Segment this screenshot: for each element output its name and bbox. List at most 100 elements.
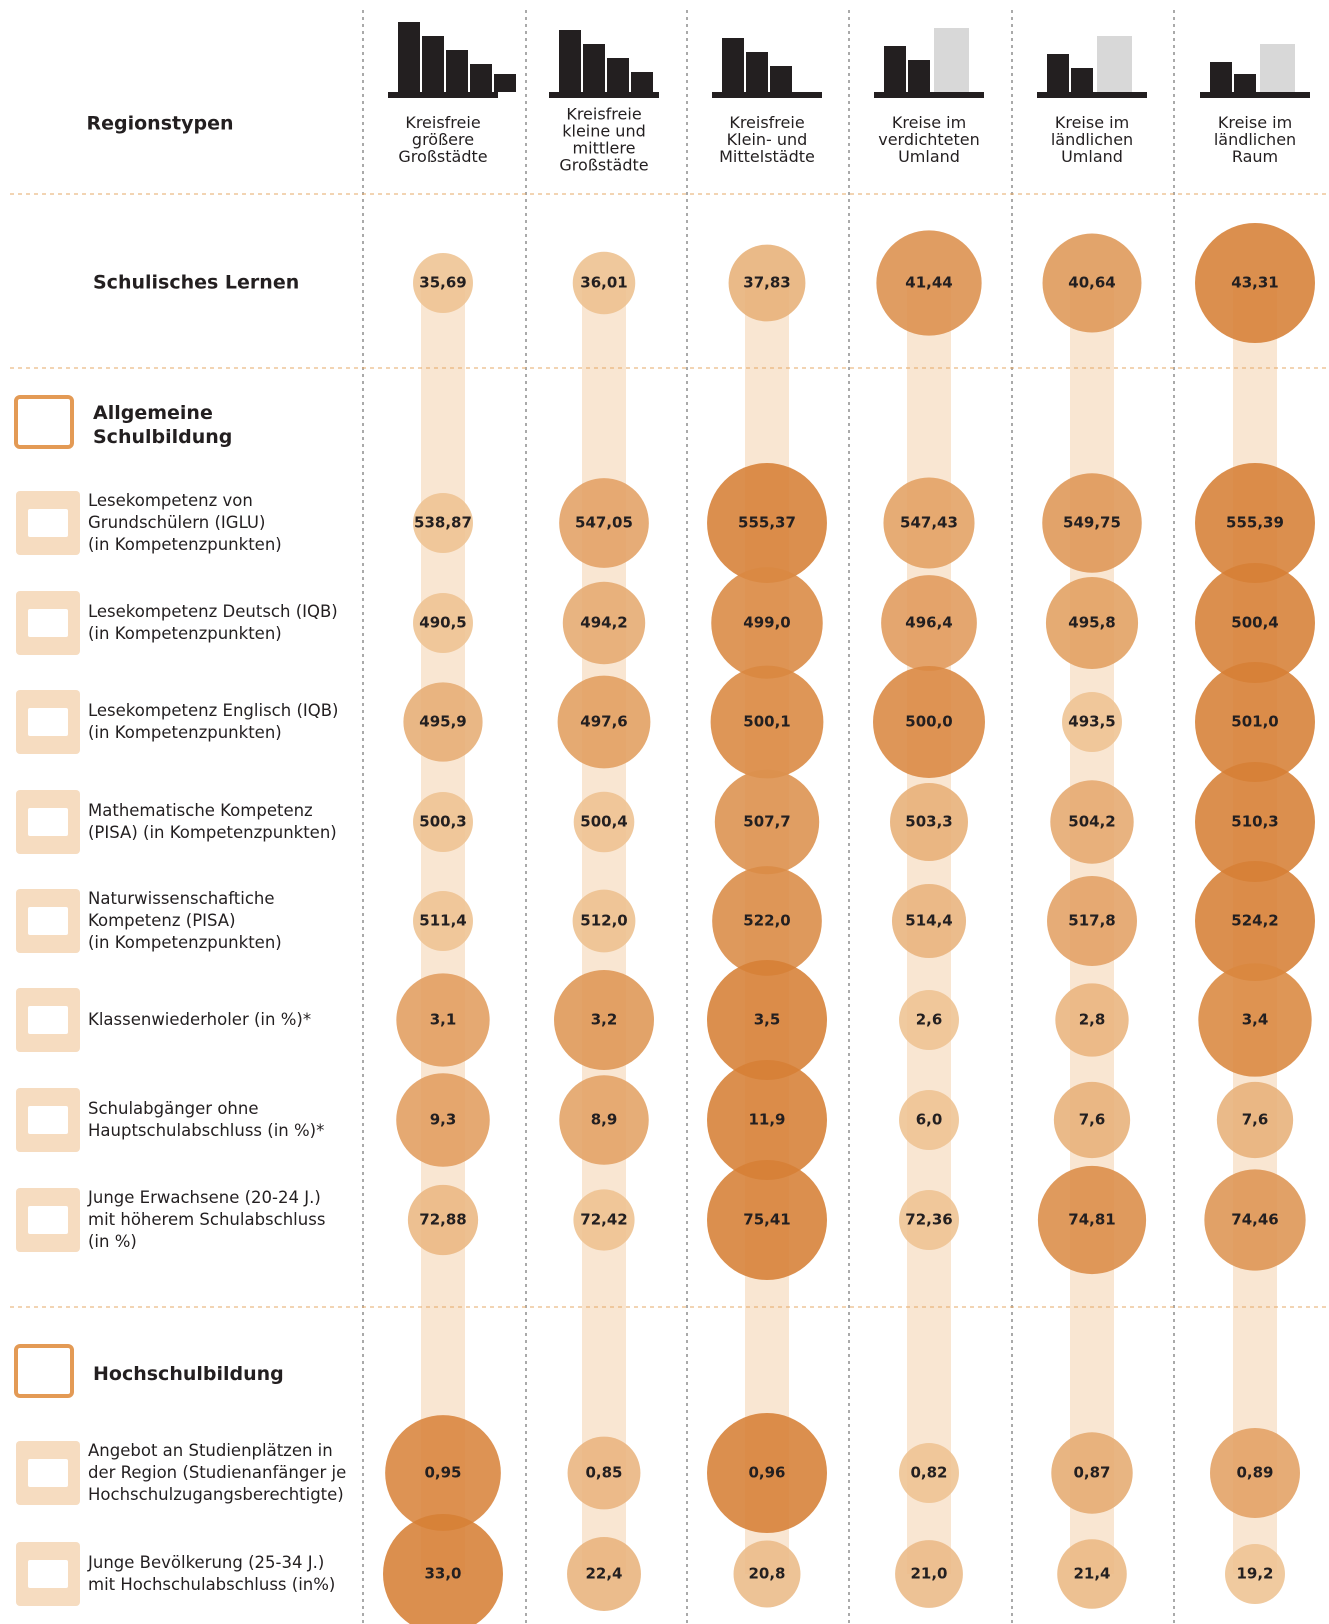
- row-label: Schulabgänger ohne Hauptschulabschluss (i…: [88, 1099, 324, 1140]
- building: [422, 36, 444, 92]
- building: [1071, 68, 1093, 92]
- column-header-line: Umland: [898, 147, 960, 166]
- row-label-line: Lesekompetenz von: [88, 491, 253, 510]
- building: [559, 30, 581, 92]
- row-icon-mark: [28, 1106, 68, 1134]
- row-label-line: (in Kompetenzpunkten): [88, 624, 282, 643]
- page: Regionstypen {"header": {"title": "Regio…: [0, 0, 1329, 1624]
- row-icon-mark: [28, 907, 68, 935]
- building: [1234, 74, 1256, 92]
- row-label: Angebot an Studienplätzen in der Region (…: [88, 1441, 346, 1504]
- value-label: 11,9: [748, 1111, 785, 1129]
- value-label: 549,75: [1063, 514, 1121, 532]
- row-label-line: der Region (Studienanfänger je: [88, 1463, 346, 1482]
- value-label: 555,39: [1226, 514, 1284, 532]
- row-label: Schulisches Lernen: [93, 272, 299, 294]
- building: [583, 44, 605, 92]
- row-label-line: Angebot an Studienplätzen in: [88, 1441, 333, 1460]
- row-label-line: Schulabgänger ohne: [88, 1099, 259, 1118]
- value-label: 0,96: [748, 1464, 785, 1482]
- building: [470, 64, 492, 92]
- row-label-line: Lesekompetenz Deutsch (IQB): [88, 602, 338, 621]
- value-label: 500,0: [905, 713, 952, 731]
- row-label: Naturwissenschaftiche Kompetenz (PISA) (in…: [88, 889, 282, 952]
- value-label: 7,6: [1079, 1111, 1106, 1129]
- value-label: 511,4: [419, 912, 466, 930]
- value-label: 555,37: [738, 514, 796, 532]
- column-header-line: Großstädte: [398, 147, 487, 166]
- row-label-line: Klassenwiederholer (in %)*: [88, 1010, 311, 1029]
- value-label: 37,83: [743, 274, 790, 292]
- row-label-line: Grundschülern (IGLU): [88, 513, 265, 532]
- row-label-line: Hauptschulabschluss (in %)*: [88, 1121, 324, 1140]
- value-label: 495,8: [1068, 614, 1115, 632]
- background-building: [1097, 36, 1132, 92]
- row-label-line: Junge Erwachsene (20-24 J.): [87, 1188, 321, 1207]
- column-header-line: Großstädte: [559, 155, 648, 174]
- value-label: 72,88: [419, 1211, 466, 1229]
- value-label: 507,7: [743, 813, 790, 831]
- row-label-line: (in Kompetenzpunkten): [88, 933, 282, 952]
- building: [746, 52, 768, 92]
- value-label: 75,41: [743, 1211, 790, 1229]
- value-label: 514,4: [905, 912, 952, 930]
- value-label: 517,8: [1068, 912, 1115, 930]
- value-label: 72,36: [905, 1211, 952, 1229]
- row-label-line: Kompetenz (PISA): [88, 911, 236, 930]
- skyline-ground: [712, 92, 822, 98]
- section-title: Hochschulbildung: [93, 1363, 284, 1385]
- value-label: 41,44: [905, 274, 952, 292]
- value-label: 7,6: [1242, 1111, 1269, 1129]
- building: [494, 74, 516, 92]
- row-icon-mark: [28, 708, 68, 736]
- section-title-line: Hochschulbildung: [93, 1363, 284, 1385]
- value-label: 35,69: [419, 274, 466, 292]
- value-label: 493,5: [1068, 713, 1115, 731]
- header-title: Regionstypen: [87, 113, 234, 135]
- column-header: Kreise imländlichenRaum: [1214, 113, 1296, 166]
- value-label: 500,1: [743, 713, 790, 731]
- value-label: 490,5: [419, 614, 466, 632]
- row-label-line: Naturwissenschaftiche: [88, 889, 275, 908]
- skyline-ground: [1200, 92, 1310, 98]
- value-label: 21,0: [910, 1565, 947, 1583]
- value-label: 510,3: [1231, 813, 1278, 831]
- value-label: 504,2: [1068, 813, 1115, 831]
- value-label: 8,9: [591, 1111, 618, 1129]
- building: [446, 50, 468, 92]
- skyline-ground: [388, 92, 498, 98]
- value-label: 496,4: [905, 614, 952, 632]
- value-label: 547,05: [575, 514, 633, 532]
- column-header: Kreise imländlichenUmland: [1051, 113, 1133, 166]
- row-label: Junge Bevölkerung (25-34 J.) mit Hochschu…: [87, 1553, 335, 1594]
- value-label: 0,95: [424, 1464, 461, 1482]
- value-label: 547,43: [900, 514, 958, 532]
- column-header-line: Raum: [1232, 147, 1278, 166]
- background-building: [1260, 44, 1295, 92]
- row-label-line: Junge Bevölkerung (25-34 J.): [87, 1553, 324, 1572]
- value-label: 495,9: [419, 713, 466, 731]
- row-icon-mark: [28, 609, 68, 637]
- value-label: 22,4: [585, 1565, 622, 1583]
- building: [398, 22, 420, 92]
- value-label: 9,3: [430, 1111, 457, 1129]
- value-label: 522,0: [743, 912, 790, 930]
- building: [770, 66, 792, 92]
- row-label-line: (PISA) (in Kompetenzpunkten): [88, 823, 337, 842]
- value-label: 0,89: [1236, 1464, 1273, 1482]
- column-header: Kreise imverdichtetenUmland: [878, 113, 980, 166]
- column-header: KreisfreieKlein- undMittelstädte: [719, 113, 815, 166]
- value-label: 0,87: [1073, 1464, 1110, 1482]
- skyline-ground: [874, 92, 984, 98]
- section-icon: [16, 397, 72, 447]
- column-header-line: Mittelstädte: [719, 147, 815, 166]
- value-label: 500,3: [419, 813, 466, 831]
- row-label: Klassenwiederholer (in %)*: [88, 1010, 311, 1029]
- row-label: Mathematische Kompetenz(PISA) (in Kompet…: [88, 801, 337, 842]
- row-label-line: mit Hochschulabschluss (in%): [88, 1575, 335, 1594]
- building: [1047, 54, 1069, 92]
- value-label: 3,4: [1242, 1011, 1269, 1029]
- section-title-line: Allgemeine: [93, 402, 213, 424]
- skyline-ground: [549, 92, 659, 98]
- row-icon-mark: [28, 808, 68, 836]
